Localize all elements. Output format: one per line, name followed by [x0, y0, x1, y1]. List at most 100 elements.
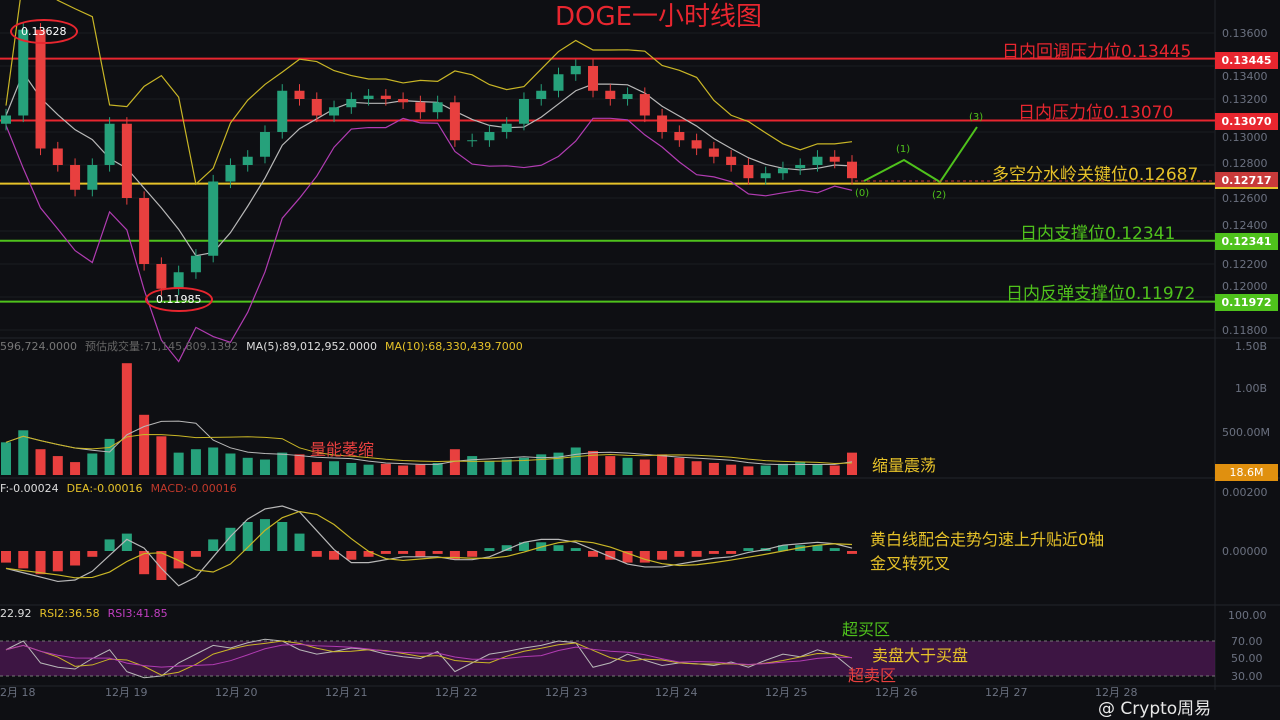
- volume-bar: [52, 456, 63, 475]
- level-label-1: 日内压力位0.13070: [1018, 103, 1174, 123]
- volume-bar: [691, 461, 702, 475]
- candle: [588, 66, 599, 91]
- volume-axis-2: 500.00M: [1222, 426, 1270, 439]
- note-macd-2: 金叉转死叉: [870, 554, 951, 573]
- volume-bar: [294, 454, 305, 475]
- candle: [605, 90, 616, 99]
- candle: [691, 140, 702, 149]
- macd-bar: [743, 548, 754, 551]
- macd-bar: [415, 551, 426, 557]
- macd-dif-line: [5, 505, 853, 587]
- candle: [501, 123, 512, 132]
- macd-bar: [70, 551, 81, 566]
- price-axis-tick: 0.13000: [1222, 131, 1268, 144]
- volume-bar: [87, 453, 98, 475]
- note-oversold: 超卖区: [848, 666, 897, 685]
- macd-bar: [121, 533, 132, 551]
- candle: [553, 74, 564, 91]
- volume-bar: [1, 442, 11, 475]
- level-label-2: 多空分水岭关键位0.12687: [992, 165, 1199, 185]
- macd-bar: [708, 551, 719, 554]
- macd-bar: [605, 551, 616, 560]
- macd-bar: [467, 551, 478, 557]
- rsi1-line: [5, 638, 853, 679]
- macd-bar: [691, 551, 702, 557]
- candle: [259, 132, 270, 157]
- price-axis-tick: 0.11800: [1222, 324, 1268, 337]
- volume-bar: [311, 462, 322, 475]
- volume-bar: [674, 457, 685, 475]
- macd-bar: [104, 539, 115, 551]
- macd-bar: [87, 551, 98, 557]
- price-axis-tick: 0.13600: [1222, 27, 1268, 40]
- macd-bar: [622, 551, 633, 563]
- macd-bar: [173, 551, 184, 569]
- chart-title: DOGE一小时线图: [555, 2, 763, 32]
- candle: [190, 255, 201, 273]
- candle: [329, 107, 340, 116]
- volume-bar: [398, 465, 409, 475]
- volume-bar: [380, 463, 391, 475]
- level-label-3: 日内支撑位0.12341: [1020, 224, 1176, 244]
- price-axis-tick: 0.12200: [1222, 258, 1268, 271]
- candle: [536, 90, 547, 99]
- volume-bar: [242, 457, 253, 475]
- boll-upper: [5, 0, 853, 186]
- volume-bar: [570, 447, 581, 475]
- note-overbought: 超买区: [842, 620, 891, 639]
- candle: [657, 115, 668, 132]
- candle: [467, 140, 478, 142]
- note-sell-gt-buy: 卖盘大于买盘: [872, 646, 969, 665]
- volume-bar: [208, 447, 219, 475]
- candle: [622, 94, 633, 99]
- macd-bar: [570, 548, 581, 551]
- volume-bar: [467, 456, 478, 475]
- candle: [432, 102, 443, 113]
- wave-label-1: (1): [896, 144, 911, 155]
- volume-ma5: [5, 420, 853, 466]
- macd-bar: [449, 551, 460, 560]
- volume-bar: [156, 436, 167, 475]
- candle: [87, 165, 98, 190]
- macd-bar: [208, 539, 219, 551]
- candle: [639, 94, 650, 116]
- macd-bar: [777, 545, 788, 551]
- volume-bar: [708, 462, 719, 475]
- macd-bar: [259, 519, 270, 551]
- volume-estimate: 预估成交量:71,145,809.1392: [84, 340, 239, 353]
- date-tick: 12月 19: [105, 686, 148, 699]
- macd-dif: F:-0.00024: [0, 482, 59, 495]
- low-label: 0.11985: [145, 287, 213, 313]
- level-tag-1: 0.13070: [1215, 113, 1278, 130]
- macd-bar: [639, 551, 650, 563]
- rsi1: 22.92: [0, 607, 32, 620]
- volume-bar: [743, 466, 754, 475]
- date-tick: 12月 26: [875, 686, 918, 699]
- boll-mid: [5, 71, 853, 257]
- volume-bar: [760, 465, 771, 475]
- macd-bar: [398, 551, 409, 554]
- macd-bar: [432, 551, 443, 554]
- candle: [398, 99, 409, 103]
- candle: [121, 123, 132, 198]
- rsi2-line: [5, 640, 853, 676]
- date-tick: 12月 25: [765, 686, 808, 699]
- volume-header: 596,724.0000 预估成交量:71,145,809.1392 MA(5)…: [0, 340, 523, 353]
- candle: [708, 148, 719, 157]
- high-label: 0.13628: [10, 19, 78, 45]
- macd-bar: [1, 551, 11, 563]
- note-macd-1: 黄白线配合走势匀速上升贴近0轴: [870, 530, 1105, 549]
- volume-ma10: [5, 433, 853, 464]
- volume-ma10: MA(10):68,330,439.7000: [384, 340, 523, 353]
- candle: [277, 90, 288, 132]
- macd-header: F:-0.00024 DEA:-0.00016 MACD:-0.00016: [0, 482, 237, 495]
- candle: [484, 132, 495, 141]
- candle: [570, 66, 581, 75]
- candle: [311, 99, 322, 116]
- date-tick: 12月 20: [215, 686, 258, 699]
- macd-bar: [52, 551, 63, 572]
- macd-bar: [812, 545, 823, 551]
- date-tick: 12月 23: [545, 686, 588, 699]
- date-tick: 12月 28: [1095, 686, 1138, 699]
- candle: [1, 115, 11, 124]
